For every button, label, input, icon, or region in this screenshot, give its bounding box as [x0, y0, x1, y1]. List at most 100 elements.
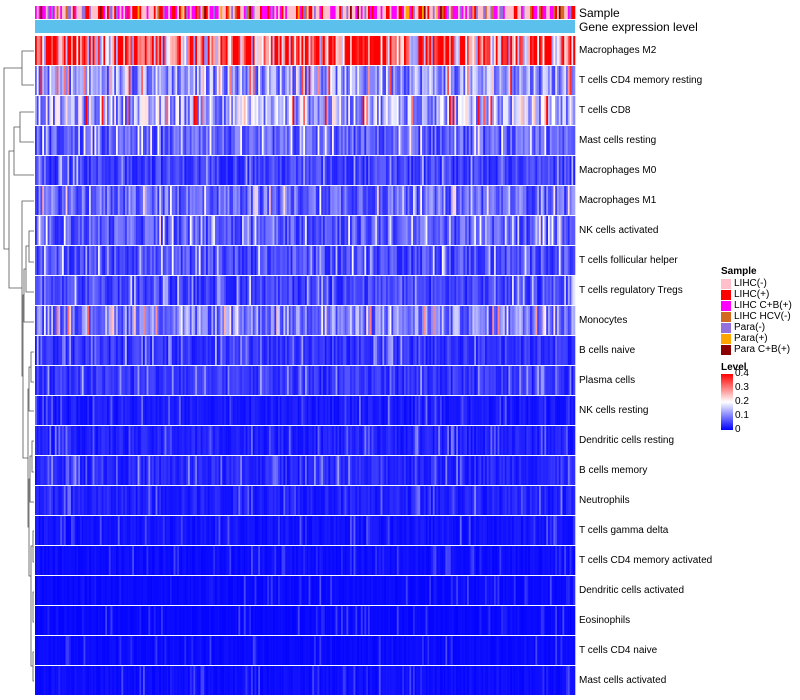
heatmap-cell — [202, 336, 205, 365]
heatmap-cell — [117, 426, 120, 455]
heatmap-cell — [486, 366, 489, 395]
heatmap-cell — [283, 456, 286, 485]
heatmap-cell — [375, 336, 378, 365]
heatmap-cell — [245, 396, 248, 425]
heatmap-cell — [393, 456, 396, 485]
heatmap-cell — [114, 366, 117, 395]
heatmap-cell — [186, 306, 189, 335]
heatmap-cell — [414, 306, 417, 335]
heatmap-cell — [216, 336, 219, 365]
heatmap-cell — [522, 186, 525, 215]
heatmap-cell — [117, 336, 120, 365]
heatmap-cell — [254, 486, 257, 515]
heatmap-cell — [261, 336, 264, 365]
sample-annotation-cell — [353, 6, 356, 19]
heatmap-cell — [373, 306, 376, 335]
heatmap-cell — [359, 246, 362, 275]
heatmap-cell — [274, 426, 277, 455]
heatmap-cell — [573, 186, 576, 215]
heatmap-cell — [42, 36, 45, 65]
heatmap-cell — [395, 186, 398, 215]
sample-annotation-cell — [209, 6, 212, 19]
heatmap-cell — [521, 96, 524, 125]
heatmap-cell — [398, 186, 401, 215]
heatmap-cell — [323, 96, 326, 125]
heatmap-cell — [360, 456, 363, 485]
heatmap-cell — [566, 66, 569, 95]
heatmap-cell — [148, 186, 151, 215]
heatmap-cell — [364, 456, 367, 485]
heatmap-cell — [400, 396, 403, 425]
heatmap-cell — [200, 186, 203, 215]
heatmap-cell — [110, 126, 113, 155]
heatmap-cell — [234, 426, 237, 455]
heatmap-cell — [119, 186, 122, 215]
heatmap-cell — [261, 456, 264, 485]
heatmap-cell — [206, 66, 209, 95]
heatmap-cell — [504, 336, 507, 365]
heatmap-cell — [485, 156, 488, 185]
heatmap-cell — [332, 276, 335, 305]
heatmap-cell — [218, 486, 221, 515]
heatmap-cell — [351, 336, 354, 365]
heatmap-cell — [477, 96, 480, 125]
heatmap-cell — [54, 186, 57, 215]
heatmap-cell — [342, 186, 345, 215]
sample-annotation-cell — [306, 6, 309, 19]
heatmap-cell — [281, 456, 284, 485]
sample-annotation-cell — [382, 6, 385, 19]
heatmap-cell — [53, 246, 56, 275]
heatmap-cell — [184, 306, 187, 335]
heatmap-cell — [72, 276, 75, 305]
heatmap-cell — [553, 426, 556, 455]
heatmap-cell — [135, 96, 138, 125]
heatmap-cell — [191, 336, 194, 365]
heatmap-cell — [265, 216, 268, 245]
heatmap-cell — [436, 96, 439, 125]
heatmap-cell — [213, 216, 216, 245]
heatmap-cell — [278, 456, 281, 485]
heatmap-cell — [506, 396, 509, 425]
heatmap-cell — [512, 36, 515, 65]
heatmap-cell — [522, 36, 525, 65]
heatmap-cell — [429, 216, 432, 245]
heatmap-cell — [445, 156, 448, 185]
heatmap-cell — [229, 216, 232, 245]
heatmap-cell — [112, 36, 115, 65]
heatmap-cell — [380, 276, 383, 305]
heatmap-cell — [497, 186, 500, 215]
heatmap-cell — [564, 396, 567, 425]
heatmap-cell — [510, 156, 513, 185]
heatmap-cell — [242, 186, 245, 215]
heatmap-cell — [121, 66, 124, 95]
heatmap-cell — [528, 66, 531, 95]
heatmap-cell — [404, 456, 407, 485]
heatmap-cell — [195, 156, 198, 185]
heatmap-cell — [402, 36, 405, 65]
heatmap-cell — [101, 246, 104, 275]
heatmap-cell — [418, 126, 421, 155]
heatmap-cell — [328, 456, 331, 485]
sample-annotation-cell — [184, 6, 187, 19]
heatmap-cell — [333, 486, 336, 515]
heatmap-cell — [432, 366, 435, 395]
heatmap-cell — [522, 366, 525, 395]
heatmap-cell — [112, 66, 115, 95]
sample-annotation-cell — [288, 6, 291, 19]
heatmap-cell — [202, 186, 205, 215]
heatmap-cell — [242, 396, 245, 425]
heatmap-cell — [72, 396, 75, 425]
heatmap-cell — [369, 426, 372, 455]
heatmap-cell — [332, 96, 335, 125]
heatmap-cell — [294, 306, 297, 335]
heatmap-cell — [135, 126, 138, 155]
heatmap-cell — [549, 426, 552, 455]
heatmap-cell — [499, 246, 502, 275]
heatmap-cell — [508, 396, 511, 425]
heatmap-cell — [209, 36, 212, 65]
heatmap-cell — [368, 246, 371, 275]
heatmap-cell — [328, 486, 331, 515]
heatmap-cell — [53, 66, 56, 95]
heatmap-cell — [281, 336, 284, 365]
heatmap-cell — [202, 486, 205, 515]
